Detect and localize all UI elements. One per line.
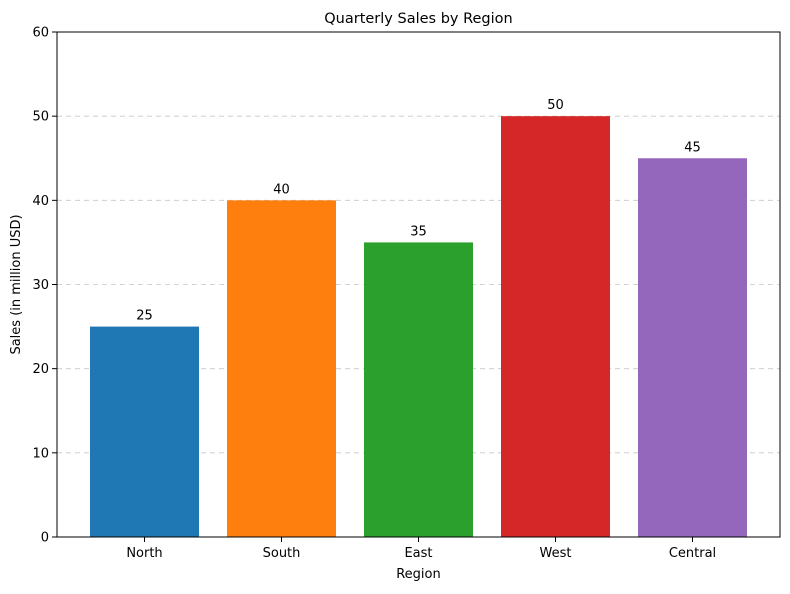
- y-tick-label: 40: [32, 194, 49, 209]
- y-tick-label: 20: [32, 362, 49, 377]
- x-tick-label: East: [404, 546, 432, 561]
- data-label: 40: [273, 182, 290, 197]
- data-label: 50: [547, 98, 564, 113]
- x-tick-label: West: [540, 546, 572, 561]
- data-label: 25: [136, 309, 153, 324]
- data-label: 35: [410, 224, 427, 239]
- bars: [90, 116, 747, 538]
- x-tick-label: South: [263, 546, 301, 561]
- x-axis-label: Region: [396, 567, 441, 582]
- x-tick-label: Central: [669, 546, 716, 561]
- bar-west: [501, 116, 610, 538]
- data-label: 45: [684, 140, 701, 155]
- y-tick-label: 10: [32, 446, 49, 461]
- x-axis-ticks: North South East West Central: [126, 537, 716, 561]
- y-tick-label: 50: [32, 110, 49, 125]
- chart-title: Quarterly Sales by Region: [324, 11, 512, 27]
- y-tick-label: 0: [41, 531, 49, 546]
- y-tick-label: 60: [32, 26, 49, 41]
- bar-north: [90, 326, 199, 537]
- y-axis-label: Sales (in million USD): [9, 214, 24, 354]
- y-tick-label: 30: [32, 278, 49, 293]
- bar-south: [227, 200, 336, 538]
- bar-central: [638, 158, 747, 537]
- y-axis-ticks: 0 10 20 30 40 50 60: [32, 26, 57, 546]
- bar-east: [364, 242, 473, 537]
- x-tick-label: North: [126, 546, 162, 561]
- data-labels: 25 40 35 50 45: [136, 98, 701, 323]
